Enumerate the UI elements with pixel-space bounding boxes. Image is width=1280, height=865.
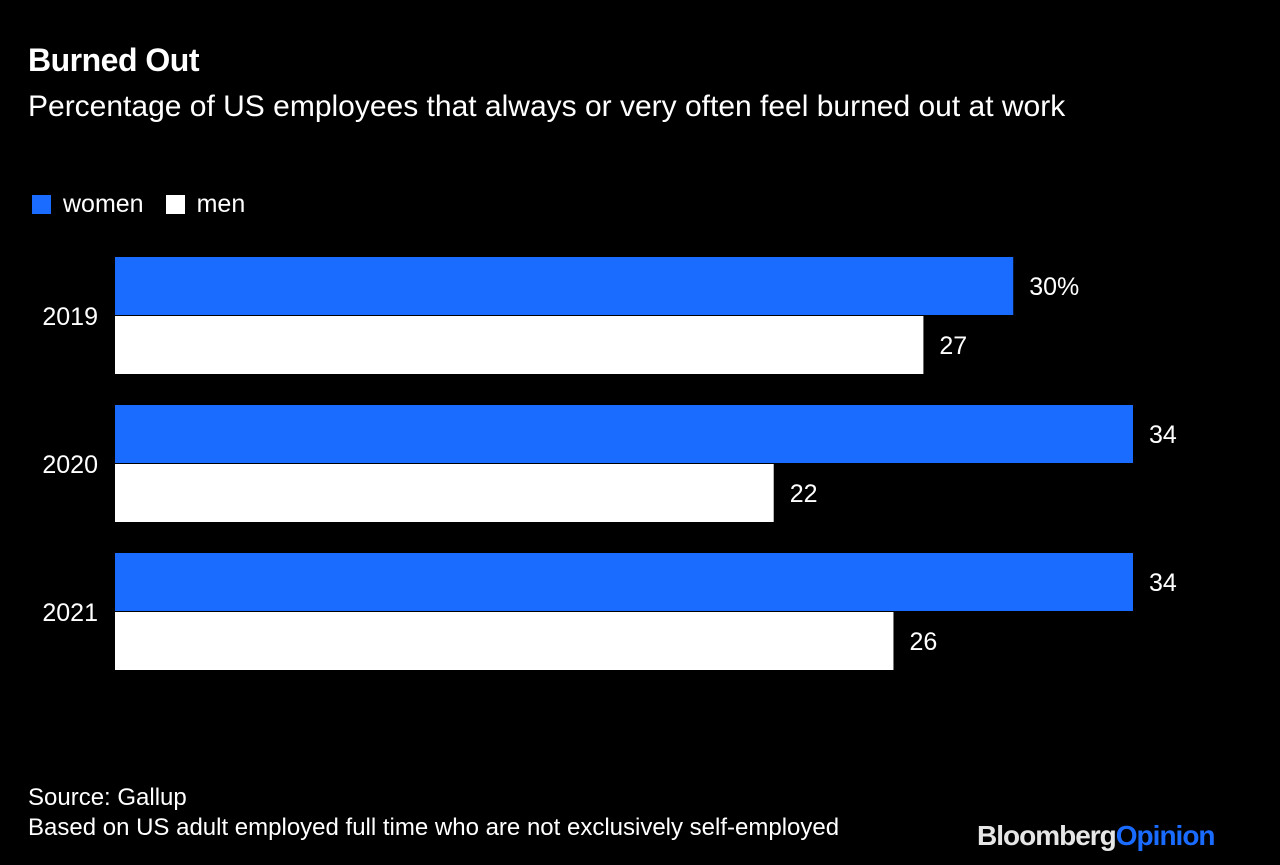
bar-women-2021 (115, 553, 1133, 611)
legend-label-women: women (63, 190, 144, 218)
bar-men-2019 (115, 316, 924, 374)
data-label-men-2021: 26 (909, 628, 937, 656)
category-label-2019: 2019 (42, 303, 98, 331)
bar-men-2020 (115, 464, 774, 522)
chart-subtitle: Percentage of US employees that always o… (28, 90, 1066, 123)
category-label-2021: 2021 (42, 599, 98, 627)
note-text: Based on US adult employed full time who… (28, 814, 840, 841)
logo-part1: Bloomberg (977, 820, 1117, 851)
chart-title: Burned Out (28, 42, 199, 78)
data-label-women-2020: 34 (1149, 421, 1177, 449)
legend-swatch-men (165, 195, 185, 214)
bar-women-2020 (115, 405, 1133, 463)
category-label-2020: 2020 (42, 451, 98, 479)
source-text: Source: Gallup (28, 784, 187, 811)
footer: Source: Gallup Based on US adult employe… (28, 783, 839, 843)
data-label-men-2019: 27 (939, 332, 967, 360)
data-label-women-2019: 30% (1029, 273, 1079, 301)
legend: women men (32, 190, 267, 219)
bar-women-2019 (115, 257, 1014, 315)
data-label-women-2021: 34 (1149, 569, 1177, 597)
legend-swatch-women (32, 195, 51, 214)
legend-label-men: men (196, 190, 246, 218)
logo-part2: Opinion (1115, 820, 1216, 851)
legend-item-men: men (165, 190, 246, 219)
bar-men-2021 (115, 612, 894, 670)
legend-item-women: women (32, 190, 144, 219)
data-label-men-2020: 22 (790, 480, 818, 508)
bloomberg-opinion-logo: BloombergOpinion (977, 820, 1216, 852)
